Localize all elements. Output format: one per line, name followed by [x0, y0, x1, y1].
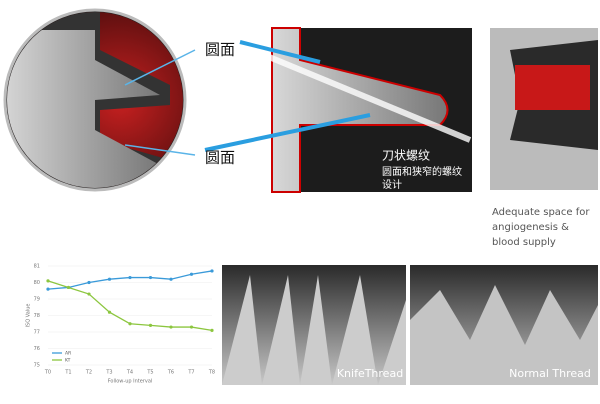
point: [107, 310, 112, 314]
y-tick-label: 76: [34, 346, 40, 352]
y-axis-label: ISQ Value: [26, 304, 32, 328]
x-tick-label: T4: [126, 370, 133, 376]
caption-line: blood supply: [492, 237, 556, 248]
legend-label: KT: [65, 358, 71, 364]
y-tick-label: 78: [34, 313, 40, 319]
x-tick-label: T6: [167, 370, 174, 376]
x-tick-label: T8: [208, 370, 215, 376]
knife-photo: [204, 27, 472, 193]
y-tick-label: 77: [34, 330, 40, 336]
photo-label: Normal Thread: [509, 367, 591, 380]
x-tick-label: T1: [64, 370, 71, 376]
point: [128, 275, 132, 280]
point: [148, 323, 153, 327]
x-tick-label: T3: [105, 370, 112, 376]
point: [46, 279, 50, 283]
series-line: [47, 270, 213, 290]
point: [169, 277, 173, 281]
caption-line: angiogenesis &: [492, 222, 569, 233]
y-tick-label: 75: [34, 363, 40, 369]
caption-title: 刀状螺纹: [382, 149, 430, 163]
point: [87, 292, 91, 296]
space-photo: [490, 28, 598, 190]
point: [148, 275, 153, 280]
photo-label: KnifeThread: [337, 367, 403, 380]
x-tick-label: T2: [85, 370, 92, 376]
point: [189, 272, 194, 276]
x-tick-label: T0: [44, 370, 51, 376]
callout: 圆面: [205, 149, 235, 167]
point: [87, 280, 91, 285]
y-tick-label: 80: [34, 280, 40, 286]
point: [107, 277, 112, 281]
zoom-circle: [3, 8, 196, 192]
y-tick-label: 79: [34, 297, 40, 303]
point: [128, 322, 132, 326]
point: [210, 269, 214, 273]
caption-line: 设计: [382, 178, 402, 191]
caption-line: 圆面和狭窄的螺纹: [382, 165, 462, 178]
legend-label: AR: [65, 351, 71, 357]
point: [66, 285, 71, 290]
point: [189, 325, 194, 329]
x-axis-label: Follow-up Interval: [108, 379, 153, 385]
normal-sem: [410, 265, 598, 385]
point: [46, 287, 50, 291]
x-tick-label: T5: [146, 370, 153, 376]
point: [169, 325, 173, 329]
caption-line: Adequate space for: [492, 207, 590, 218]
y-tick-label: 81: [34, 264, 40, 270]
knife-sem: [222, 265, 406, 385]
point: [210, 328, 214, 332]
callout: 圆面: [205, 41, 235, 59]
x-tick-label: T7: [187, 370, 194, 376]
